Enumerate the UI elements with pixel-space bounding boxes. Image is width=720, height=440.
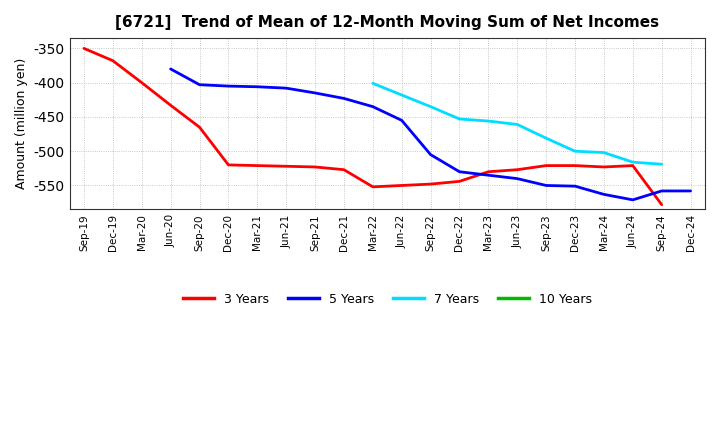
Legend: 3 Years, 5 Years, 7 Years, 10 Years: 3 Years, 5 Years, 7 Years, 10 Years — [178, 288, 597, 311]
Y-axis label: Amount (million yen): Amount (million yen) — [15, 58, 28, 189]
Title: [6721]  Trend of Mean of 12-Month Moving Sum of Net Incomes: [6721] Trend of Mean of 12-Month Moving … — [115, 15, 660, 30]
